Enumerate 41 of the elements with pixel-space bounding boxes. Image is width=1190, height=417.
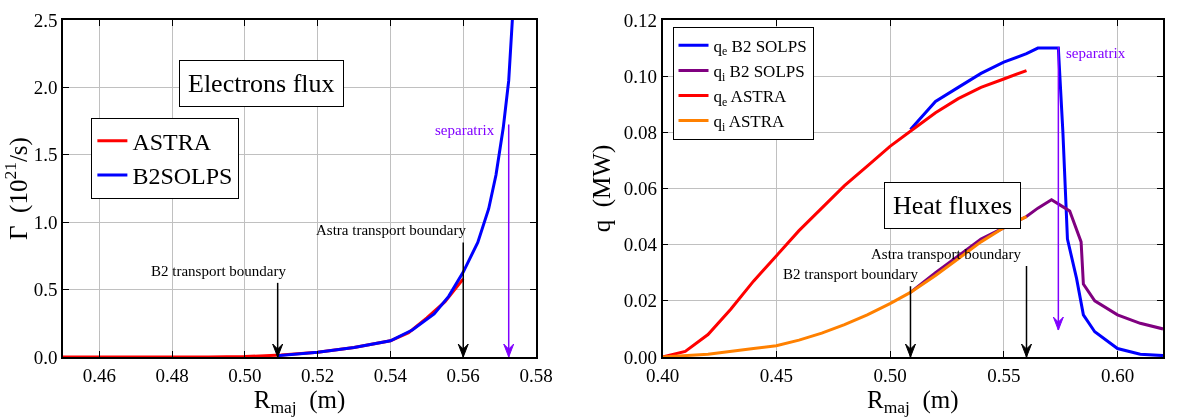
- x-axis-title: R$_{maj}$ (m): [253, 385, 346, 417]
- y-tick-label: 2.0: [33, 77, 58, 99]
- ref-line-label: separatrix: [1066, 45, 1126, 61]
- text: Heat fluxes: [893, 191, 1013, 220]
- y-tick-label: 0.02: [623, 290, 657, 312]
- x-tick-label: 0.45: [759, 364, 793, 386]
- text: Electrons flux: [188, 69, 335, 98]
- y-tick-label: 0.10: [623, 65, 657, 87]
- ref-line-label: Astra transport boundary: [871, 246, 1022, 262]
- legend-label: q$_{e}$ ASTRA: [713, 87, 788, 109]
- x-tick-label: 0.48: [155, 364, 189, 386]
- y-tick-label: 1.5: [33, 144, 58, 166]
- line-series: [662, 215, 1028, 357]
- legend-label: B2SOLPS: [132, 163, 233, 190]
- legend-label: q$_{i}$ ASTRA: [713, 112, 786, 134]
- x-tick-label: 0.60: [1100, 364, 1135, 386]
- x-tick-label: 0.46: [82, 364, 116, 386]
- legend-label: q$_{e}$ B2 SOLPS: [713, 36, 807, 59]
- legend-label: q$_{i}$ B2 SOLPS: [713, 62, 805, 84]
- y-tick-label: 1.0: [33, 211, 58, 233]
- y-tick-label: 0.5: [33, 279, 58, 301]
- ref-line-label: Astra transport boundary: [316, 222, 467, 238]
- ref-line-label: B2 transport boundary: [783, 266, 919, 282]
- ref-line-label: separatrix: [435, 122, 495, 138]
- x-tick-label: 0.54: [373, 364, 408, 386]
- y-tick-label: 0.12: [623, 9, 657, 31]
- y-tick-label: 0.06: [623, 178, 657, 200]
- legend-label: ASTRA: [132, 129, 212, 156]
- x-tick-label: 0.55: [987, 364, 1021, 386]
- y-axis-title: q (MW): [587, 144, 616, 233]
- y-tick-label: 2.5: [33, 9, 58, 31]
- x-tick-label: 0.56: [446, 364, 480, 386]
- x-tick-label: 0.52: [301, 364, 335, 386]
- x-tick-label: 0.50: [228, 364, 262, 386]
- ref-line-label: B2 transport boundary: [151, 263, 287, 279]
- x-tick-label: 0.58: [519, 364, 553, 386]
- x-tick-label: 0.50: [873, 364, 907, 386]
- y-tick-label: 0.04: [623, 234, 658, 256]
- x-axis-title: R$_{maj}$ (m): [866, 385, 959, 417]
- y-tick-label: 0.08: [623, 121, 657, 143]
- y-tick-label: 0.0: [33, 346, 58, 368]
